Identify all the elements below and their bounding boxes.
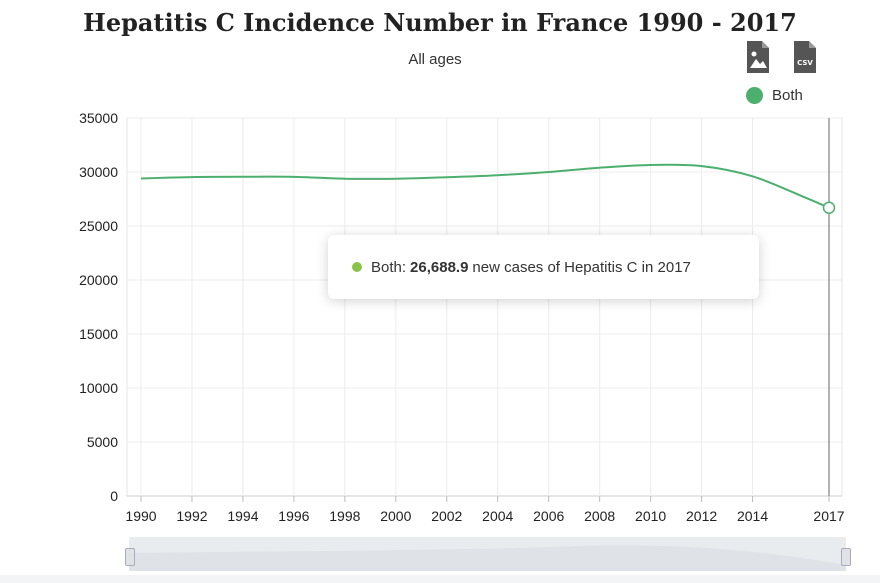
chart-tooltip: Both: 26,688.9 new cases of Hepatitis C … bbox=[328, 235, 759, 299]
download-csv-button[interactable]: CSV bbox=[792, 40, 818, 74]
tooltip-dot bbox=[352, 262, 362, 272]
legend-label: Both bbox=[772, 87, 803, 104]
hover-point bbox=[822, 201, 836, 215]
x-tick-label: 1996 bbox=[278, 508, 309, 524]
y-tick-label: 35000 bbox=[79, 110, 118, 126]
x-tick-label: 2006 bbox=[533, 508, 564, 524]
y-tick-label: 5000 bbox=[87, 434, 118, 450]
chart-subtitle: All ages bbox=[408, 51, 462, 68]
x-tick-label: 2014 bbox=[737, 508, 768, 524]
download-image-button[interactable] bbox=[745, 40, 771, 74]
range-navigator[interactable] bbox=[129, 537, 846, 571]
x-tick-label: 1992 bbox=[176, 508, 207, 524]
tooltip-series: Both: bbox=[371, 258, 407, 276]
chart-title: Hepatitis C Incidence Number in France 1… bbox=[83, 8, 797, 37]
tooltip-text: new cases of Hepatitis C in 2017 bbox=[472, 258, 691, 276]
legend-dot bbox=[746, 87, 763, 104]
y-tick-label: 15000 bbox=[79, 326, 118, 342]
navigator-right-handle[interactable] bbox=[841, 548, 851, 566]
x-tick-label: 2017 bbox=[813, 508, 844, 524]
image-download-icon bbox=[747, 41, 769, 73]
x-tick-label: 2002 bbox=[431, 508, 462, 524]
x-tick-label: 2010 bbox=[635, 508, 666, 524]
x-tick-label: 2000 bbox=[380, 508, 411, 524]
x-tick-label: 2012 bbox=[686, 508, 717, 524]
y-tick-label: 20000 bbox=[79, 272, 118, 288]
y-tick-label: 10000 bbox=[79, 380, 118, 396]
series-line-both bbox=[140, 163, 830, 209]
csv-download-icon: CSV bbox=[794, 41, 816, 73]
y-tick-label: 0 bbox=[110, 488, 118, 504]
y-tick-label: 25000 bbox=[79, 218, 118, 234]
x-tick-label: 1998 bbox=[329, 508, 360, 524]
navigator-preview bbox=[129, 545, 846, 571]
tooltip-value: 26,688.9 bbox=[410, 258, 469, 276]
y-tick-label: 30000 bbox=[79, 164, 118, 180]
bottom-scrollbar[interactable] bbox=[0, 575, 880, 583]
x-tick-label: 1994 bbox=[227, 508, 258, 524]
csv-label: CSV bbox=[797, 59, 813, 67]
plot-frame bbox=[126, 117, 843, 497]
x-tick-label: 1990 bbox=[125, 508, 156, 524]
navigator-left-handle[interactable] bbox=[125, 548, 135, 566]
x-tick-label: 2004 bbox=[482, 508, 513, 524]
legend-item-both[interactable]: Both bbox=[746, 87, 803, 104]
x-tick-label: 2008 bbox=[584, 508, 615, 524]
